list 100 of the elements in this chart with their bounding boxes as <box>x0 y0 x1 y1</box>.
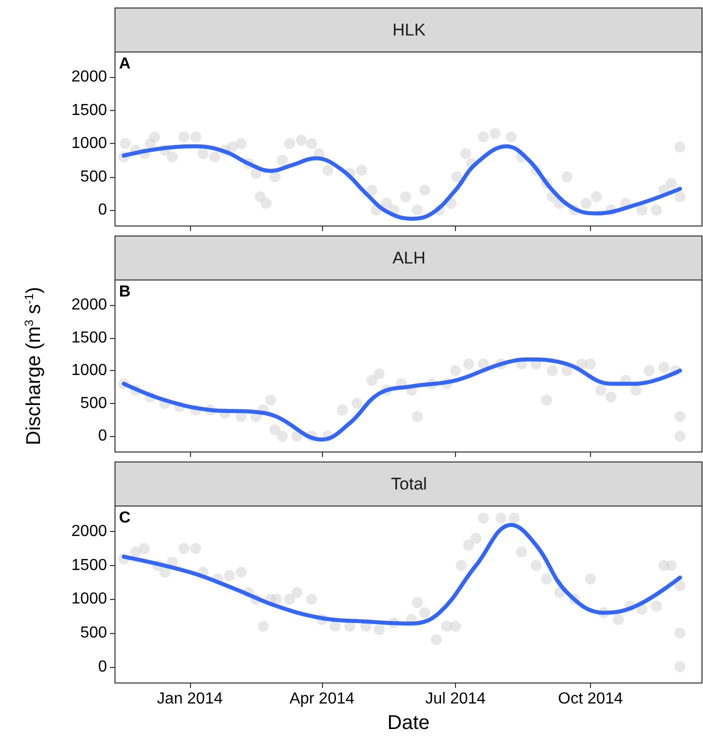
x-tick-label: Apr 2014 <box>289 690 354 708</box>
point <box>674 141 686 152</box>
annotation: B <box>119 284 131 300</box>
point <box>258 620 269 632</box>
point <box>674 628 686 639</box>
point <box>666 560 677 571</box>
point <box>451 171 462 182</box>
point <box>166 151 178 162</box>
point <box>666 178 677 189</box>
point <box>226 141 238 152</box>
point <box>322 164 334 176</box>
x-tick-label: Jul 2014 <box>425 690 486 708</box>
point <box>224 570 235 582</box>
point <box>276 154 288 166</box>
point <box>450 365 461 376</box>
y-tick-label: 2000 <box>71 523 108 540</box>
chart-title: Total <box>391 474 427 494</box>
point <box>530 560 542 571</box>
point <box>381 198 392 209</box>
point <box>651 204 662 216</box>
point <box>336 404 348 416</box>
y-axis-title: Discharge (m3 s-1) <box>22 286 45 446</box>
point <box>651 600 662 612</box>
y-tick-label: 0 <box>98 658 108 676</box>
point <box>120 138 131 150</box>
point <box>644 365 655 376</box>
point <box>506 132 517 143</box>
y-tick-label: 1000 <box>71 362 108 380</box>
point <box>584 573 596 584</box>
point <box>412 597 423 608</box>
point <box>178 543 190 554</box>
point <box>470 532 482 544</box>
point <box>419 184 430 196</box>
point <box>366 184 378 196</box>
point <box>636 204 648 216</box>
annotation: C <box>119 510 131 526</box>
point <box>562 365 572 376</box>
point <box>495 512 506 524</box>
point <box>149 132 160 143</box>
point <box>478 132 489 143</box>
point <box>540 394 552 406</box>
point <box>490 128 501 140</box>
point <box>630 384 642 396</box>
y-tick-label: 500 <box>80 168 108 186</box>
point <box>674 580 686 592</box>
point <box>516 546 527 558</box>
point <box>658 362 670 373</box>
y-tick-label: 2000 <box>71 296 108 314</box>
point <box>674 191 686 202</box>
point <box>260 198 272 209</box>
point <box>674 661 686 672</box>
point <box>463 358 474 370</box>
y-tick-label: 500 <box>80 394 108 412</box>
point <box>580 198 592 209</box>
point <box>508 512 520 524</box>
point <box>296 134 307 146</box>
point <box>236 566 247 578</box>
point <box>419 607 430 618</box>
point <box>478 358 489 370</box>
y-tick-label: 1500 <box>71 102 108 119</box>
chart-title: ALH <box>392 248 426 268</box>
point <box>265 394 276 406</box>
y-tick-label: 2000 <box>71 68 108 86</box>
point <box>291 586 302 598</box>
point <box>374 368 385 380</box>
point <box>270 594 282 605</box>
point <box>352 398 363 409</box>
point <box>209 151 220 162</box>
point <box>606 391 617 402</box>
y-tick-label: 1500 <box>71 556 108 574</box>
point <box>284 138 296 150</box>
point <box>612 614 624 625</box>
point <box>356 164 368 176</box>
point <box>460 148 472 160</box>
point <box>198 148 209 160</box>
point <box>306 594 318 605</box>
y-tick-label: 1000 <box>71 590 108 608</box>
point <box>584 358 596 370</box>
point <box>130 546 142 558</box>
y-tick-label: 0 <box>98 202 108 219</box>
point <box>430 634 442 646</box>
y-tick-label: 1000 <box>71 135 108 152</box>
x-axis-title: Date <box>387 712 430 734</box>
point <box>540 573 552 584</box>
point <box>178 132 190 143</box>
y-tick-label: 1500 <box>71 329 108 346</box>
point <box>412 204 423 216</box>
point <box>463 540 474 551</box>
x-tick-label: Oct 2014 <box>558 690 624 708</box>
y-tick-label: 0 <box>98 428 108 445</box>
point <box>190 132 202 143</box>
point <box>236 138 247 150</box>
point <box>546 365 558 376</box>
annotation: A <box>119 56 131 72</box>
point <box>190 543 202 554</box>
point <box>595 384 606 396</box>
point <box>330 620 341 632</box>
point <box>276 430 288 442</box>
point <box>138 543 150 554</box>
point <box>674 411 686 422</box>
